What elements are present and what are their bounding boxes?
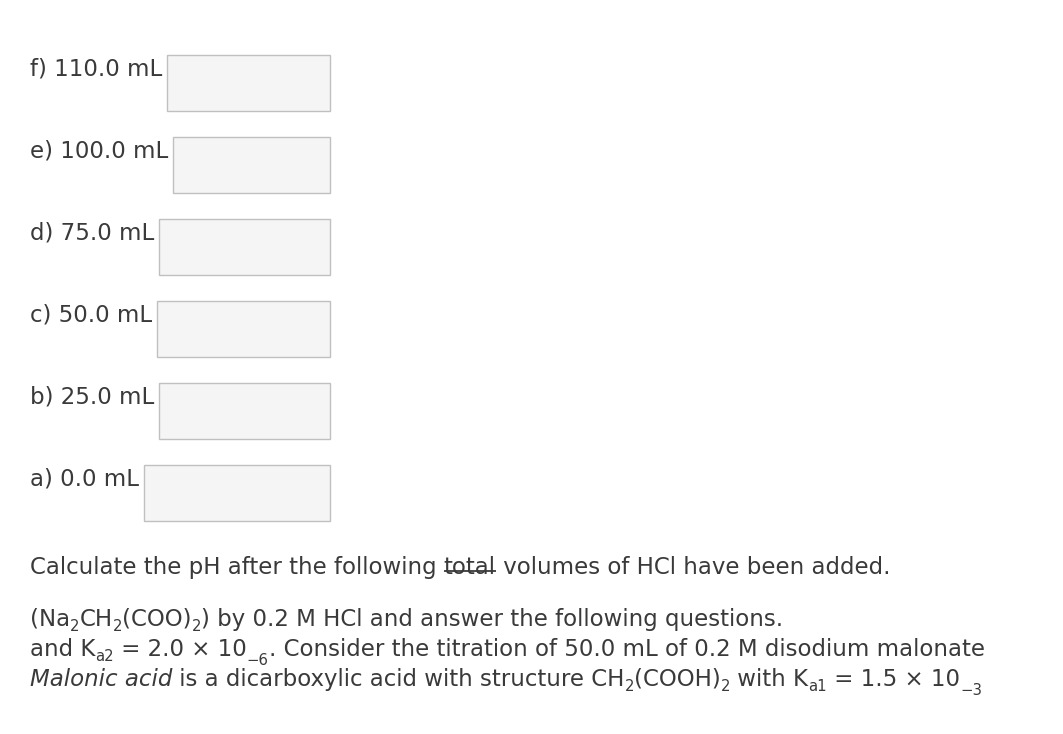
Text: f) 110.0 mL: f) 110.0 mL (30, 58, 163, 81)
Text: 2: 2 (191, 619, 201, 634)
Text: = 1.5 × 10: = 1.5 × 10 (827, 668, 960, 691)
Text: d) 75.0 mL: d) 75.0 mL (30, 222, 154, 245)
Text: b) 25.0 mL: b) 25.0 mL (30, 386, 154, 409)
Text: a1: a1 (809, 679, 827, 694)
Bar (159, 219, 330, 275)
Text: c) 50.0 mL: c) 50.0 mL (30, 304, 152, 327)
Text: 2: 2 (113, 619, 122, 634)
Text: with K: with K (730, 668, 809, 691)
Text: e) 100.0 mL: e) 100.0 mL (30, 140, 168, 163)
Text: total: total (444, 556, 495, 579)
Text: . Consider the titration of 50.0 mL of 0.2 M disodium malonate: . Consider the titration of 50.0 mL of 0… (269, 638, 984, 661)
Bar (173, 137, 330, 193)
Bar (167, 55, 330, 111)
Text: and K: and K (30, 638, 96, 661)
Text: Malonic acid: Malonic acid (30, 668, 172, 691)
Bar (157, 301, 330, 357)
Bar (144, 465, 330, 520)
Text: −3: −3 (960, 683, 982, 698)
Text: = 2.0 × 10: = 2.0 × 10 (114, 638, 247, 661)
Text: ) by 0.2 M HCl and answer the following questions.: ) by 0.2 M HCl and answer the following … (201, 608, 783, 631)
Text: a2: a2 (96, 649, 114, 664)
Text: 2: 2 (625, 679, 635, 694)
Text: Calculate the pH after the following: Calculate the pH after the following (30, 556, 444, 579)
Bar (159, 382, 330, 439)
Text: (Na: (Na (30, 608, 70, 631)
Text: 2: 2 (721, 679, 730, 694)
Text: volumes of HCl have been added.: volumes of HCl have been added. (495, 556, 891, 579)
Text: (COOH): (COOH) (635, 668, 721, 691)
Text: 2: 2 (70, 619, 80, 634)
Text: (COO): (COO) (122, 608, 191, 631)
Text: −6: −6 (247, 653, 269, 668)
Text: a) 0.0 mL: a) 0.0 mL (30, 468, 139, 491)
Text: CH: CH (80, 608, 113, 631)
Text: is a dicarboxylic acid with structure CH: is a dicarboxylic acid with structure CH (172, 668, 625, 691)
